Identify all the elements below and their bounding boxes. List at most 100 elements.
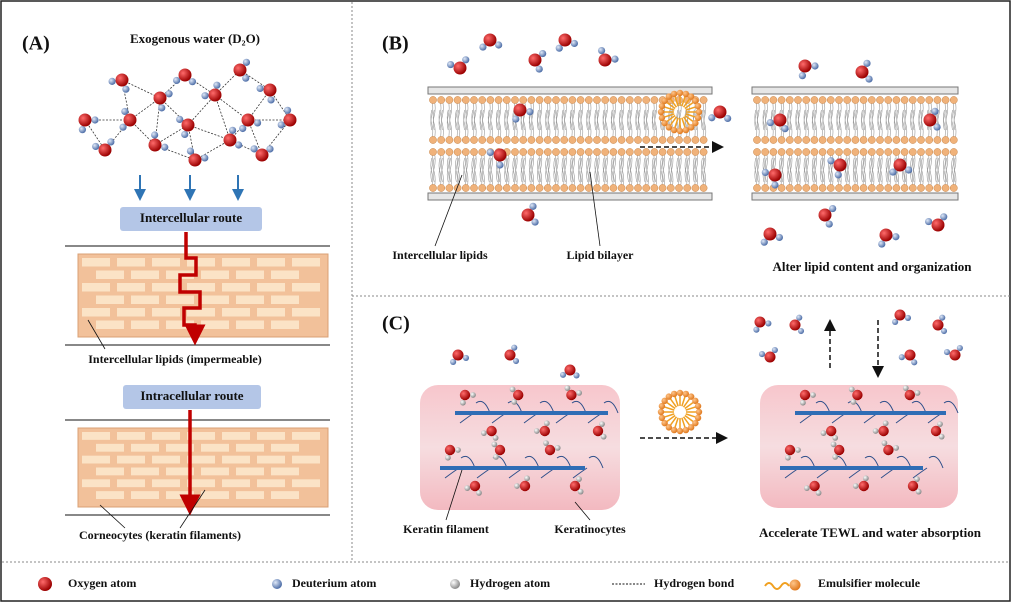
lipid-head bbox=[552, 96, 559, 103]
lipid-head bbox=[835, 96, 842, 103]
lipid-head bbox=[819, 148, 826, 155]
corneocyte bbox=[236, 468, 264, 476]
label: Lipid bilayer bbox=[566, 248, 634, 262]
atom bbox=[832, 435, 838, 441]
water-molecule bbox=[708, 106, 731, 123]
lipid-head bbox=[762, 96, 769, 103]
lipid-head bbox=[585, 136, 592, 143]
lipid-head bbox=[593, 96, 600, 103]
membrane-bar bbox=[428, 193, 712, 200]
lipid-head bbox=[561, 96, 568, 103]
atom bbox=[470, 481, 480, 491]
atom bbox=[852, 390, 862, 400]
atom bbox=[447, 61, 454, 68]
corneocyte bbox=[271, 491, 299, 499]
atom bbox=[809, 481, 819, 491]
lipid-head bbox=[667, 136, 674, 143]
lipid-head bbox=[626, 184, 633, 191]
lipid-head bbox=[651, 184, 658, 191]
corneocyte bbox=[117, 456, 145, 464]
atom bbox=[496, 161, 503, 168]
corneocyte bbox=[117, 308, 145, 317]
atom bbox=[229, 127, 236, 134]
corneocyte bbox=[257, 479, 285, 487]
corneocyte bbox=[257, 456, 285, 464]
lipid-head bbox=[520, 96, 527, 103]
lipid-head bbox=[479, 96, 486, 103]
lipid-head bbox=[893, 148, 900, 155]
corneocyte bbox=[292, 456, 320, 464]
atom bbox=[944, 349, 950, 355]
result-label: Accelerate TEWL and water absorption bbox=[759, 525, 982, 540]
lipid-head bbox=[536, 136, 543, 143]
atom bbox=[181, 131, 188, 138]
lipid-head bbox=[487, 96, 494, 103]
atom bbox=[513, 390, 523, 400]
lipid-head bbox=[511, 184, 518, 191]
atom bbox=[201, 154, 208, 161]
atom bbox=[767, 119, 774, 126]
atom bbox=[239, 125, 246, 132]
water-molecule bbox=[119, 108, 136, 131]
corneocyte bbox=[187, 283, 215, 292]
atom bbox=[903, 385, 909, 391]
corneocyte bbox=[82, 308, 110, 317]
atom bbox=[486, 426, 496, 436]
atom bbox=[708, 114, 715, 121]
atom bbox=[278, 121, 285, 128]
atom bbox=[543, 440, 549, 446]
lipid-head bbox=[803, 96, 810, 103]
atom bbox=[201, 92, 208, 99]
lipid-head bbox=[794, 96, 801, 103]
water-molecule bbox=[759, 347, 778, 363]
lipid-head bbox=[901, 96, 908, 103]
lipid-head bbox=[934, 184, 941, 191]
legend-label: Deuterium atom bbox=[292, 576, 376, 590]
lipid-head bbox=[950, 184, 957, 191]
atom bbox=[559, 34, 572, 47]
lipid-head bbox=[692, 184, 699, 191]
atom bbox=[450, 359, 456, 365]
emulsifier-head bbox=[696, 109, 702, 115]
lipid-head bbox=[675, 148, 682, 155]
lipid-head bbox=[577, 148, 584, 155]
corneocyte bbox=[152, 308, 180, 317]
corneocyte bbox=[201, 444, 229, 452]
atom bbox=[91, 116, 98, 123]
membrane-bar bbox=[752, 193, 958, 200]
lipid-head bbox=[429, 96, 436, 103]
caption: Corneocytes (keratin filaments) bbox=[79, 528, 241, 542]
lipid-head bbox=[634, 148, 641, 155]
lipid-head bbox=[569, 184, 576, 191]
atom bbox=[566, 390, 576, 400]
panel-label: (C) bbox=[382, 313, 410, 335]
lipid-head bbox=[753, 184, 760, 191]
membrane-bar bbox=[428, 87, 712, 94]
lipid-head bbox=[470, 184, 477, 191]
atom bbox=[819, 209, 832, 222]
atom bbox=[892, 319, 898, 325]
atom bbox=[108, 78, 115, 85]
water-molecule bbox=[925, 213, 947, 231]
atom bbox=[908, 481, 918, 491]
atom bbox=[540, 426, 550, 436]
atom bbox=[611, 56, 618, 63]
lipid-head bbox=[487, 184, 494, 191]
lipid-head bbox=[503, 184, 510, 191]
atom bbox=[771, 181, 778, 188]
atom bbox=[536, 65, 543, 72]
water-molecule bbox=[108, 74, 129, 93]
lipid-head bbox=[462, 96, 469, 103]
lipid-head bbox=[528, 184, 535, 191]
lipid-head bbox=[909, 136, 916, 143]
corneocyte bbox=[271, 271, 299, 280]
corneocyte bbox=[152, 479, 180, 487]
water-molecule bbox=[556, 34, 578, 52]
lipid-head bbox=[618, 148, 625, 155]
lipid-head bbox=[446, 148, 453, 155]
atom bbox=[827, 157, 834, 164]
lipid-head bbox=[811, 148, 818, 155]
atom bbox=[826, 220, 833, 227]
corneocyte bbox=[201, 271, 229, 280]
lipid-head bbox=[909, 148, 916, 155]
